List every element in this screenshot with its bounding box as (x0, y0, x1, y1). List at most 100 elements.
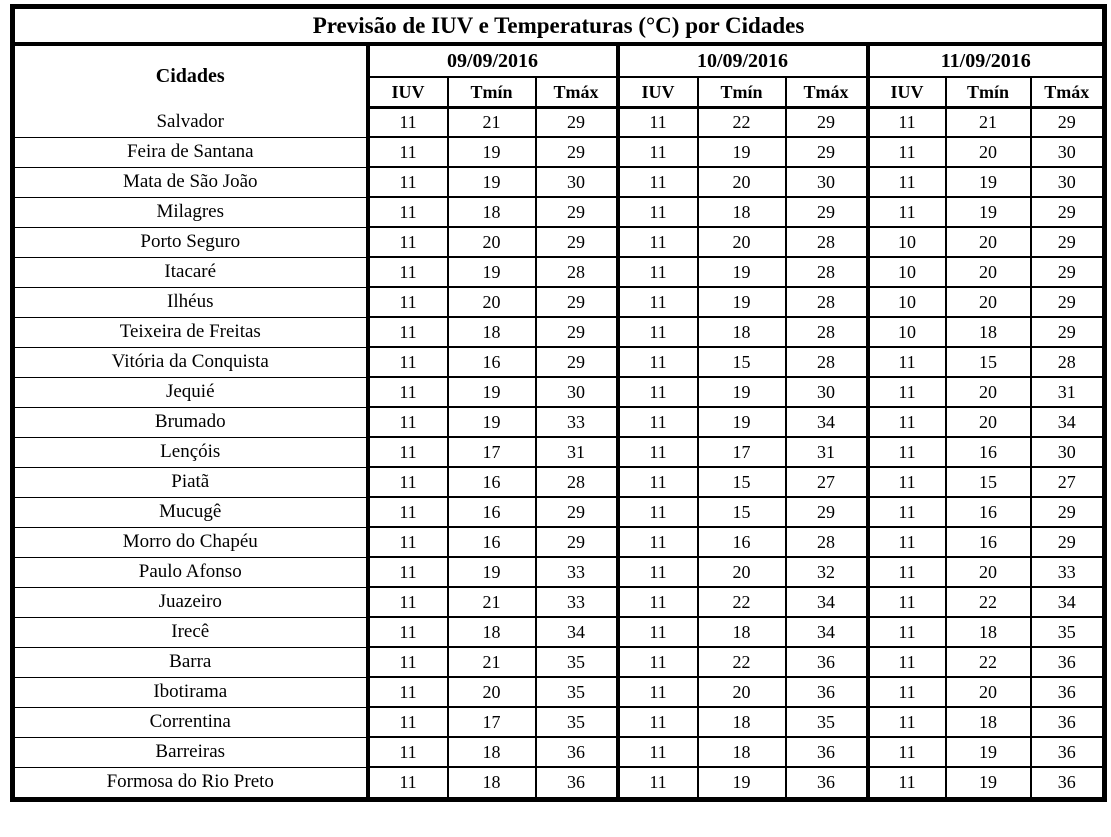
value-cell: 34 (784, 616, 869, 648)
value-cell: 35 (784, 706, 869, 738)
value-cell: 11 (615, 646, 699, 678)
value-cell: 11 (365, 586, 449, 618)
column-header-tmin-1: Tmín (446, 77, 536, 109)
value-cell: 11 (615, 316, 699, 348)
value-cell: 11 (365, 466, 449, 498)
date-header-3: 11/09/2016 (865, 44, 1105, 78)
value-cell: 11 (865, 676, 947, 708)
value-cell: 20 (696, 226, 787, 258)
value-cell: 11 (365, 646, 449, 678)
table-body: Salvador 11 21 29 11 22 29 11 21 29 Feir… (12, 106, 1106, 800)
value-cell: 35 (534, 646, 619, 678)
value-cell: 10 (865, 256, 947, 288)
value-cell: 11 (865, 496, 947, 528)
table-row: Vitória da Conquista 11 16 29 11 15 28 1… (12, 346, 1106, 378)
value-cell: 11 (615, 106, 699, 138)
table-row: Itacaré 11 19 28 11 19 28 10 20 29 (12, 256, 1106, 288)
value-cell: 11 (365, 736, 449, 768)
table-row: Lençóis 11 17 31 11 17 31 11 16 30 (12, 436, 1106, 468)
value-cell: 11 (615, 706, 699, 738)
value-cell: 11 (615, 406, 699, 438)
value-cell: 21 (446, 586, 537, 618)
table-row: Ibotirama 11 20 35 11 20 36 11 20 36 (12, 676, 1106, 708)
value-cell: 34 (1029, 586, 1106, 618)
value-cell: 21 (446, 106, 537, 138)
value-cell: 19 (696, 286, 787, 318)
value-cell: 29 (1029, 256, 1106, 288)
value-cell: 11 (365, 256, 449, 288)
value-cell: 29 (784, 106, 869, 138)
table-row: Barra 11 21 35 11 22 36 11 22 36 (12, 646, 1106, 678)
value-cell: 16 (696, 526, 787, 558)
city-cell: Porto Seguro (12, 227, 370, 258)
value-cell: 22 (944, 586, 1032, 618)
value-cell: 20 (944, 226, 1032, 258)
title-row: Previsão de IUV e Temperaturas (°C) por … (12, 6, 1105, 46)
value-cell: 11 (865, 346, 947, 378)
value-cell: 36 (784, 766, 869, 800)
value-cell: 34 (1029, 406, 1106, 438)
city-cell: Milagres (12, 197, 370, 228)
city-cell: Vitória da Conquista (12, 347, 370, 378)
city-cell: Mucugê (12, 497, 370, 528)
value-cell: 11 (365, 346, 449, 378)
value-cell: 11 (865, 766, 947, 800)
value-cell: 20 (446, 286, 537, 318)
column-header-cidades: Cidades (12, 44, 370, 108)
city-cell: Mata de São João (12, 167, 370, 198)
value-cell: 29 (534, 526, 619, 558)
table-row: Correntina 11 17 35 11 18 35 11 18 36 (12, 706, 1106, 738)
value-cell: 15 (944, 466, 1032, 498)
value-cell: 22 (696, 106, 787, 138)
value-cell: 11 (365, 706, 449, 738)
value-cell: 28 (784, 316, 869, 348)
value-cell: 15 (944, 346, 1032, 378)
value-cell: 29 (534, 316, 619, 348)
value-cell: 10 (865, 226, 947, 258)
value-cell: 15 (696, 346, 787, 378)
value-cell: 29 (784, 136, 869, 168)
value-cell: 11 (365, 406, 449, 438)
value-cell: 17 (696, 436, 787, 468)
value-cell: 22 (696, 646, 787, 678)
value-cell: 28 (784, 286, 869, 318)
table-row: Irecê 11 18 34 11 18 34 11 18 35 (12, 616, 1106, 648)
value-cell: 11 (615, 286, 699, 318)
value-cell: 27 (1029, 466, 1106, 498)
city-cell: Morro do Chapéu (12, 527, 370, 558)
value-cell: 28 (784, 526, 869, 558)
value-cell: 19 (446, 256, 537, 288)
value-cell: 11 (365, 556, 449, 588)
value-cell: 18 (696, 616, 787, 648)
value-cell: 19 (696, 406, 787, 438)
value-cell: 19 (446, 136, 537, 168)
value-cell: 18 (944, 316, 1032, 348)
value-cell: 16 (944, 496, 1032, 528)
value-cell: 11 (365, 526, 449, 558)
value-cell: 20 (446, 226, 537, 258)
value-cell: 35 (534, 706, 619, 738)
value-cell: 11 (865, 376, 947, 408)
value-cell: 16 (446, 526, 537, 558)
table-row: Brumado 11 19 33 11 19 34 11 20 34 (12, 406, 1106, 438)
value-cell: 19 (696, 256, 787, 288)
city-cell: Correntina (12, 707, 370, 738)
value-cell: 10 (865, 286, 947, 318)
value-cell: 36 (784, 646, 869, 678)
value-cell: 17 (446, 436, 537, 468)
value-cell: 20 (944, 556, 1032, 588)
value-cell: 19 (944, 766, 1032, 800)
column-header-tmax-3: Tmáx (1029, 77, 1105, 109)
value-cell: 34 (784, 586, 869, 618)
value-cell: 18 (446, 316, 537, 348)
city-cell: Teixeira de Freitas (12, 317, 370, 348)
table-row: Piatã 11 16 28 11 15 27 11 15 27 (12, 466, 1106, 498)
value-cell: 30 (784, 376, 869, 408)
value-cell: 29 (534, 106, 619, 138)
value-cell: 18 (696, 706, 787, 738)
value-cell: 11 (865, 706, 947, 738)
value-cell: 11 (615, 136, 699, 168)
value-cell: 11 (865, 166, 947, 198)
table-row: Salvador 11 21 29 11 22 29 11 21 29 (12, 106, 1106, 138)
value-cell: 29 (1029, 496, 1106, 528)
